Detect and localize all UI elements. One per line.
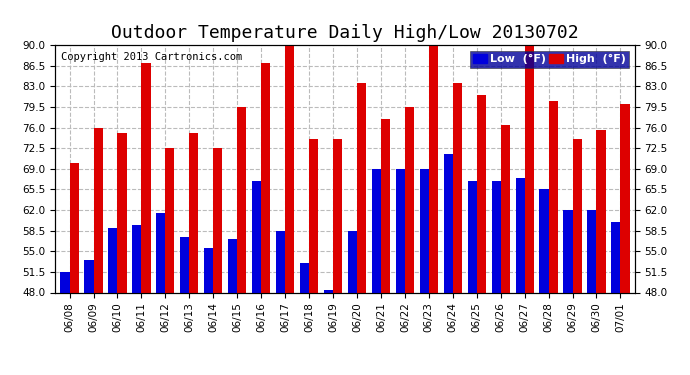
Bar bbox=[357, 83, 366, 292]
Bar bbox=[166, 148, 175, 292]
Bar bbox=[477, 95, 486, 292]
Bar bbox=[420, 169, 428, 292]
Bar bbox=[300, 263, 309, 292]
Bar bbox=[262, 63, 270, 292]
Bar bbox=[132, 225, 141, 292]
Bar bbox=[204, 248, 213, 292]
Bar bbox=[333, 139, 342, 292]
Bar bbox=[587, 210, 596, 292]
Bar bbox=[549, 101, 558, 292]
Bar bbox=[213, 148, 222, 292]
Bar bbox=[405, 107, 414, 292]
Bar bbox=[180, 237, 189, 292]
Bar bbox=[189, 134, 199, 292]
Bar bbox=[94, 128, 103, 292]
Bar bbox=[84, 260, 94, 292]
Bar bbox=[468, 180, 477, 292]
Bar bbox=[348, 231, 357, 292]
Bar bbox=[156, 213, 166, 292]
Bar bbox=[596, 130, 606, 292]
Bar bbox=[540, 189, 549, 292]
Bar bbox=[309, 139, 318, 292]
Bar bbox=[228, 240, 237, 292]
Bar bbox=[141, 63, 150, 292]
Bar bbox=[501, 124, 510, 292]
Bar bbox=[620, 104, 629, 292]
Bar bbox=[573, 139, 582, 292]
Bar bbox=[237, 107, 246, 292]
Bar bbox=[515, 178, 524, 292]
Legend: Low  (°F), High  (°F): Low (°F), High (°F) bbox=[470, 51, 629, 68]
Bar bbox=[524, 39, 534, 292]
Title: Outdoor Temperature Daily High/Low 20130702: Outdoor Temperature Daily High/Low 20130… bbox=[111, 24, 579, 42]
Bar bbox=[276, 231, 285, 292]
Bar bbox=[428, 39, 438, 292]
Bar bbox=[108, 228, 117, 292]
Bar bbox=[396, 169, 405, 292]
Bar bbox=[444, 154, 453, 292]
Bar bbox=[70, 163, 79, 292]
Bar bbox=[285, 39, 294, 292]
Bar bbox=[61, 272, 70, 292]
Text: Copyright 2013 Cartronics.com: Copyright 2013 Cartronics.com bbox=[61, 53, 242, 62]
Bar bbox=[611, 222, 620, 292]
Bar bbox=[252, 180, 262, 292]
Bar bbox=[453, 83, 462, 292]
Bar bbox=[564, 210, 573, 292]
Bar bbox=[324, 290, 333, 292]
Bar bbox=[491, 180, 501, 292]
Bar bbox=[372, 169, 381, 292]
Bar bbox=[381, 118, 390, 292]
Bar bbox=[117, 134, 126, 292]
